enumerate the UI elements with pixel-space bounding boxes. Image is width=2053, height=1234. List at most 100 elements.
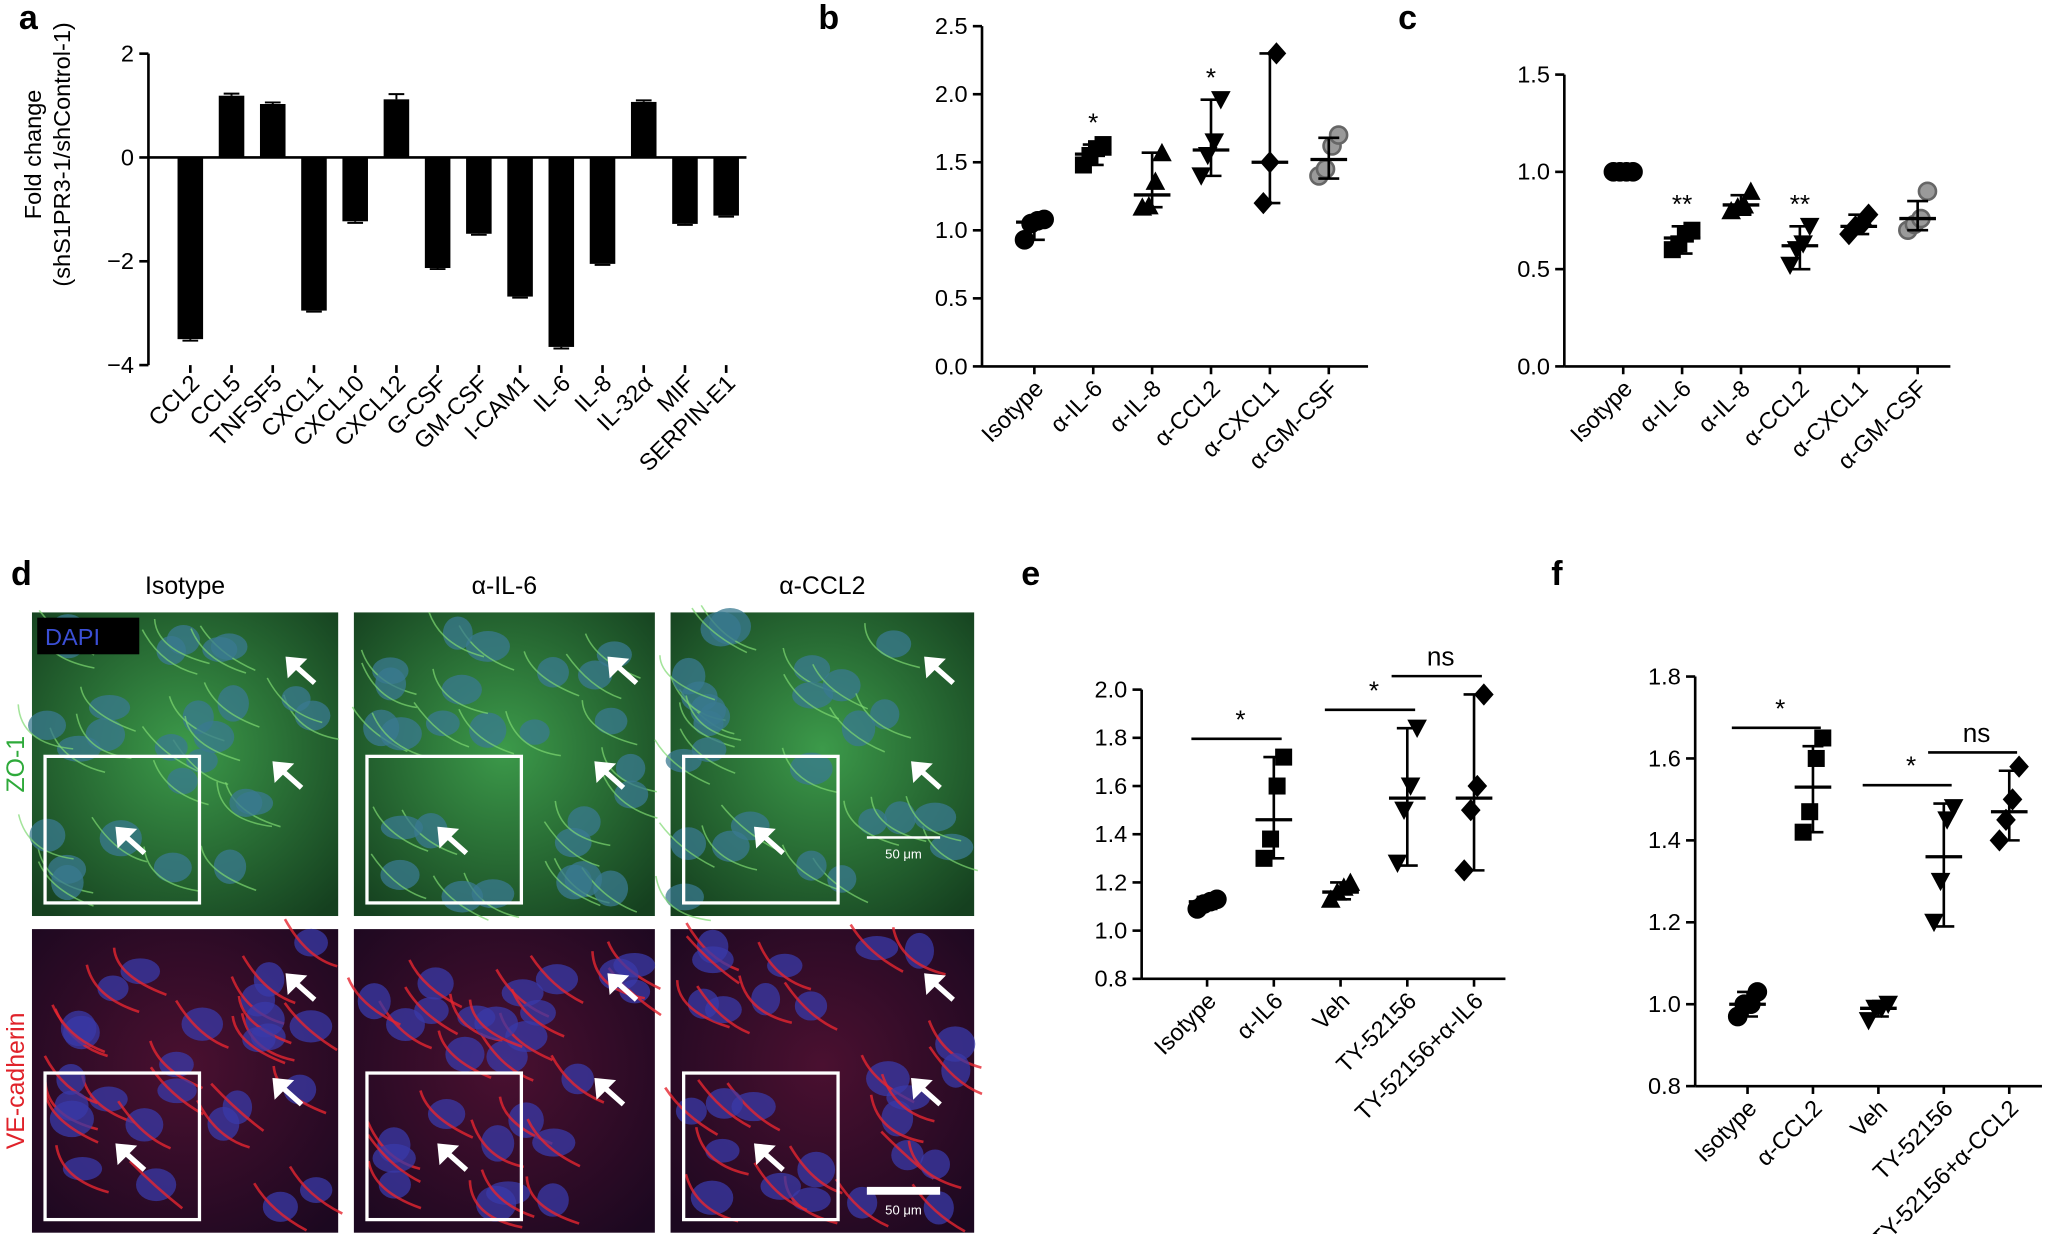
junction: [288, 1165, 343, 1215]
nucleus: [793, 655, 831, 683]
junction: [829, 707, 886, 753]
nucleus: [537, 657, 569, 688]
y-tick-label: 1.5: [1517, 61, 1550, 87]
junction: [697, 1079, 752, 1129]
nucleus: [675, 1097, 707, 1125]
scale-bar-label: 50 μm: [885, 1202, 922, 1217]
nucleus: [705, 1088, 743, 1119]
junction: [565, 653, 622, 700]
nucleus: [535, 964, 579, 995]
junction: [210, 1082, 265, 1132]
nucleus: [167, 767, 198, 795]
y-tick-label: 0.0: [935, 353, 968, 379]
junction: [174, 999, 229, 1049]
point: [1460, 799, 1481, 822]
y-tick-label: 1.5: [935, 149, 968, 175]
nucleus: [691, 737, 727, 762]
nucleus: [858, 808, 888, 836]
junction: [685, 935, 740, 985]
junction: [419, 1090, 474, 1139]
nucleus: [213, 849, 247, 884]
junction: [720, 804, 777, 851]
point: [2009, 755, 2029, 778]
row-label: ZO-1: [2, 736, 30, 793]
junction: [253, 1182, 308, 1232]
junction: [190, 628, 247, 674]
junction: [468, 999, 523, 1049]
y-tick-label: 0.5: [1517, 256, 1550, 282]
nucleus: [153, 852, 192, 883]
y-tick-label: −4: [107, 352, 134, 378]
micrograph: [654, 604, 979, 922]
nucleus: [751, 982, 781, 1016]
whisker: [1263, 755, 1285, 860]
error-bar: [306, 310, 322, 313]
x-tick-label: Veh: [1845, 1095, 1892, 1142]
junction: [654, 739, 711, 785]
y-tick-label: 0.5: [935, 285, 968, 311]
panel-letter: c: [1398, 0, 1417, 37]
nucleus: [469, 712, 507, 748]
point: [1328, 125, 1349, 145]
nucleus: [920, 1149, 951, 1180]
junction: [200, 845, 257, 892]
junction: [726, 1082, 781, 1132]
nucleus: [166, 624, 200, 655]
nucleus: [760, 1172, 802, 1200]
junction: [849, 923, 904, 973]
point: [1207, 889, 1227, 910]
significance: ns: [1427, 642, 1455, 672]
nucleus: [797, 1151, 836, 1188]
junction: [864, 623, 921, 669]
significance: *: [1088, 107, 1098, 137]
significance: *: [1775, 693, 1785, 723]
nucleus: [841, 710, 876, 747]
stain-label: DAPI: [45, 624, 100, 650]
whisker: [1259, 52, 1281, 205]
arrow: [911, 1077, 942, 1107]
whisker: [1867, 1002, 1889, 1018]
y-tick-label: 1.8: [1648, 663, 1681, 689]
junction: [834, 1178, 889, 1228]
junction: [237, 995, 292, 1045]
nucleus: [29, 818, 66, 852]
y-tick-label: 1.0: [935, 217, 968, 243]
junction: [529, 954, 584, 1004]
junction: [470, 1119, 525, 1169]
junction: [408, 959, 463, 1009]
nucleus: [792, 681, 834, 709]
nucleus: [281, 686, 311, 712]
significance: ns: [1963, 718, 1991, 748]
error-bar: [264, 101, 281, 105]
nucleus: [417, 967, 454, 1000]
whisker: [1907, 199, 1929, 232]
nucleus: [62, 1156, 103, 1181]
nucleus: [594, 707, 628, 735]
nucleus: [508, 1102, 544, 1139]
error-bar: [594, 263, 611, 266]
point: [1139, 196, 1159, 215]
panel-letter: d: [11, 555, 32, 593]
junction: [510, 988, 565, 1038]
junction: [367, 1160, 422, 1210]
nucleus: [207, 1106, 240, 1141]
nucleus: [181, 1007, 224, 1041]
junction: [372, 806, 429, 852]
panel-letter: e: [1021, 555, 1040, 593]
significance: **: [1790, 189, 1810, 219]
y-tick-label: 1.4: [1095, 821, 1128, 847]
nucleus: [97, 975, 129, 1002]
arrow: [115, 1143, 147, 1172]
arrow: [607, 656, 639, 686]
scale-bar-label: 50 μm: [885, 846, 922, 861]
nucleus: [486, 1181, 531, 1206]
junction: [701, 825, 758, 871]
bar: [466, 157, 492, 234]
point: [1807, 749, 1825, 767]
junction: [891, 927, 946, 976]
nucleus: [870, 699, 900, 730]
nucleus: [125, 1108, 164, 1142]
nucleus: [299, 1177, 333, 1203]
nucleus: [159, 1051, 194, 1078]
junction: [581, 700, 638, 746]
